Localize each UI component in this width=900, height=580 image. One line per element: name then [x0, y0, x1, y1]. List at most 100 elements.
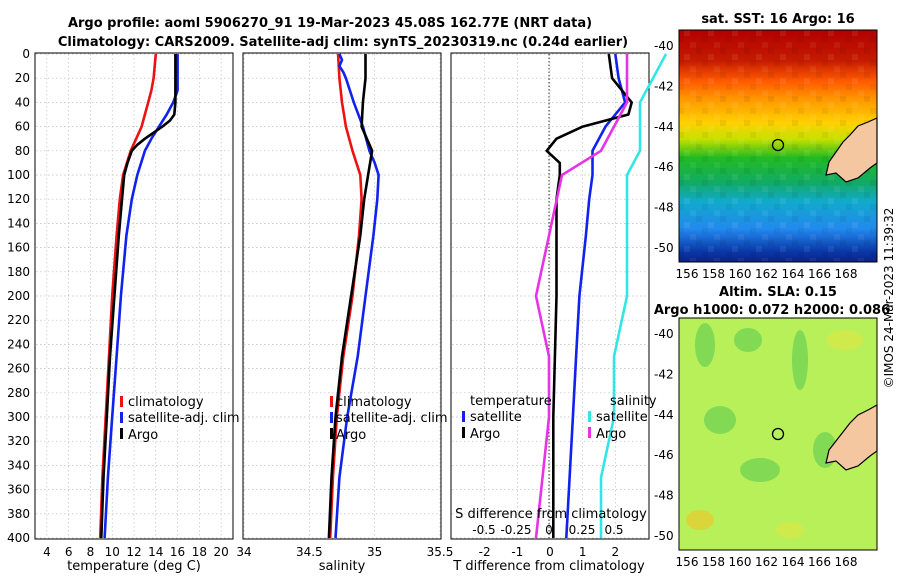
map-lat-label: -46	[654, 160, 674, 174]
sst-coastline	[825, 117, 878, 183]
x-tick-label: 34	[236, 545, 251, 559]
x-tick-label: 16	[170, 545, 185, 559]
legend-swatch-climatology	[120, 396, 123, 407]
x-tick-label: 20	[213, 545, 228, 559]
depth-tick-label: 100	[7, 168, 30, 182]
x-tick-label: 10	[105, 545, 120, 559]
x-tick-label: 18	[192, 545, 207, 559]
depth-tick-label: 20	[15, 71, 30, 85]
legend-header-salinity: salinity	[610, 394, 657, 409]
profile-line-argo	[327, 54, 374, 539]
sst-map-frame	[678, 29, 878, 263]
legend-label-climatology: climatology	[128, 395, 204, 410]
difference-xlabel: T difference from climatology	[452, 559, 645, 574]
difference-panel: -2 -1 0 1 2 T difference from climatology S …	[450, 52, 668, 574]
legend-label-t-argo: Argo	[470, 427, 500, 442]
figure-title-line1: Argo profile: aoml 5906270_91 19-Mar-202…	[68, 16, 592, 31]
x-tick-label: 8	[87, 545, 95, 559]
legend-swatch-t-satellite	[462, 411, 465, 422]
depth-tick-label: 280	[7, 386, 30, 400]
legend-swatch-satellite	[330, 412, 333, 423]
s-tick: -0.5	[472, 523, 495, 537]
map-lon-label: 158	[702, 267, 725, 281]
x-tick-label: 35.5	[427, 545, 454, 559]
depth-tick-label: 300	[7, 410, 30, 424]
legend-swatch-s-argo	[588, 427, 591, 438]
sst-argo-marker	[771, 138, 785, 152]
legend-swatch-t-argo	[462, 427, 465, 438]
imos-timestamp: ©IMOS 24-Mar-2023 11:39:32	[882, 208, 896, 389]
profile-line-s-satellite	[599, 53, 668, 538]
depth-tick-label: 160	[7, 241, 30, 255]
profile-line-s-argo	[534, 54, 629, 539]
legend-label-t-satellite: satellite	[470, 410, 522, 425]
depth-tick-label: 40	[15, 95, 30, 109]
depth-axis: 0 20 40 60 80 100 120 140 160 180 200 220 240 260 280 3…	[7, 47, 30, 545]
depth-tick-label: 260	[7, 362, 30, 376]
figure-title-line2: Climatology: CARS2009. Satellite-adj cli…	[58, 35, 628, 50]
s-tick: 0.5	[604, 523, 623, 537]
x-tick-label: 12	[126, 545, 141, 559]
x-tick-label: 2	[612, 545, 620, 559]
salinity-diff-legend: salinity satellite Argo	[588, 394, 657, 442]
depth-tick-label: 60	[15, 120, 30, 134]
map-lat-label: -44	[654, 408, 674, 422]
map-lon-label: 162	[755, 267, 778, 281]
legend-label-satellite: satellite-adj. clim	[128, 411, 240, 426]
map-lat-label: -44	[654, 120, 674, 134]
temperature-xlabel: temperature (deg C)	[67, 559, 201, 574]
map-lat-label: -42	[654, 367, 674, 381]
legend-label-climatology: climatology	[336, 395, 412, 410]
map-lon-label: 162	[755, 555, 778, 569]
map-lon-label: 164	[782, 267, 805, 281]
depth-tick-label: 140	[7, 216, 30, 230]
temperature-diff-legend: temperature satellite Argo	[462, 394, 552, 442]
map-lon-label: 166	[808, 267, 831, 281]
map-lat-label: -48	[654, 489, 674, 503]
depth-tick-label: 220	[7, 313, 30, 327]
s-difference-label: S difference from climatology	[455, 507, 647, 522]
sla-map-title-line2: Argo h1000: 0.072 h2000: 0.086	[654, 303, 890, 318]
profile-line-satellite-adj-clim	[334, 53, 380, 539]
x-tick-label: 14	[148, 545, 163, 559]
x-tick-label: -2	[479, 545, 491, 559]
salinity-xlabel: salinity	[319, 559, 366, 574]
x-tick-label: 6	[65, 545, 73, 559]
depth-tick-label: 240	[7, 337, 30, 351]
map-lon-label: 156	[676, 267, 699, 281]
depth-tick-label: 340	[7, 458, 30, 472]
x-tick-label: 0	[546, 545, 554, 559]
map-lon-label: 164	[782, 555, 805, 569]
s-difference-ticks: -0.5 -0.25 0 0.25 0.5	[472, 523, 623, 537]
map-lon-label: 168	[835, 267, 858, 281]
profile-line-argo	[100, 54, 177, 539]
x-tick-label: 34.5	[296, 545, 323, 559]
legend-swatch-argo	[120, 428, 123, 439]
legend-swatch-satellite	[120, 412, 123, 423]
map-lat-label: -40	[654, 327, 674, 341]
salinity-legend: climatology satellite-adj. clim Argo	[330, 395, 448, 443]
map-lat-label: -42	[654, 79, 674, 93]
profile-line-t-argo	[545, 53, 634, 538]
map-lat-label: -48	[654, 201, 674, 215]
map-lon-label: 160	[729, 555, 752, 569]
depth-tick-label: 80	[15, 144, 30, 158]
sla-argo-marker	[771, 427, 785, 441]
x-tick-label: 4	[43, 545, 51, 559]
depth-tick-label: 0	[22, 47, 30, 61]
x-tick-label: 35	[367, 545, 382, 559]
legend-label-satellite: satellite-adj. clim	[336, 411, 448, 426]
map-lon-label: 158	[702, 555, 725, 569]
salinity-panel: 34 34.5 35 35.5 salinity climatology satell…	[236, 52, 454, 574]
legend-label-argo: Argo	[128, 428, 158, 443]
x-tick-label: 1	[579, 545, 587, 559]
x-tick-label: -1	[511, 545, 523, 559]
map-lat-label: -46	[654, 448, 674, 462]
sla-map-frame	[678, 317, 878, 551]
legend-swatch-s-satellite	[588, 411, 591, 422]
legend-label-argo: Argo	[336, 428, 366, 443]
map-lon-label: 166	[808, 555, 831, 569]
depth-tick-label: 120	[7, 192, 30, 206]
